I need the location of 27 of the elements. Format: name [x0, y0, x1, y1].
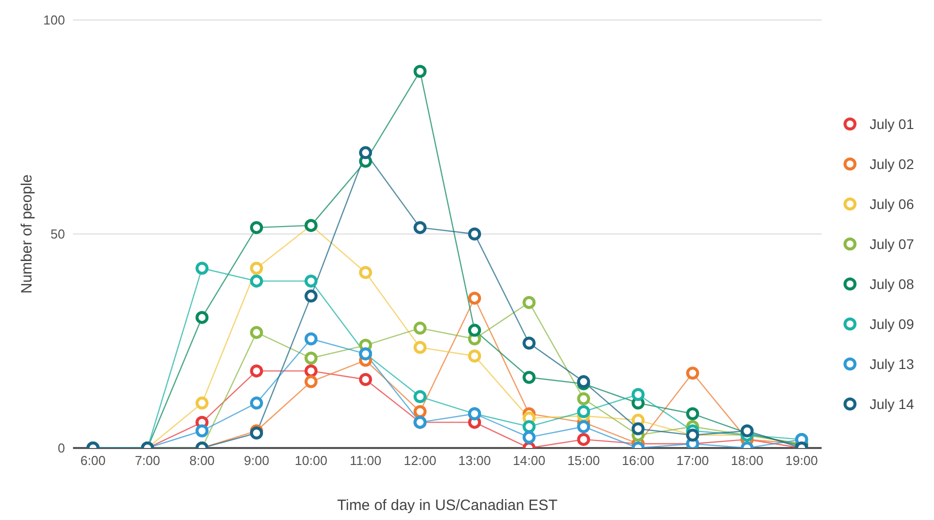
- legend-label: July 14: [870, 396, 914, 412]
- x-tick-label: 13:00: [458, 453, 491, 468]
- legend-label: July 06: [870, 196, 914, 212]
- x-tick-label: 12:00: [404, 453, 436, 468]
- y-tick-label: 100: [43, 12, 65, 28]
- y-tick-label: 0: [58, 440, 65, 456]
- x-tick-label: 11:00: [350, 453, 382, 468]
- x-tick-label: 7:00: [134, 453, 160, 468]
- x-tick-label: 18:00: [730, 453, 764, 468]
- x-tick-label: 8:00: [189, 453, 215, 468]
- x-tick-label: 6:00: [80, 453, 106, 468]
- x-tick-label: 16:00: [622, 453, 654, 468]
- legend-label: July 08: [870, 276, 914, 292]
- x-tick-label: 10:00: [294, 453, 328, 468]
- legend-label: July 02: [870, 156, 914, 172]
- x-tick-label: 15:00: [567, 453, 600, 468]
- legend-label: July 09: [870, 316, 914, 332]
- y-axis-title: Number of people: [18, 174, 36, 294]
- x-tick-label: 19:00: [785, 453, 818, 468]
- x-tick-label: 14:00: [512, 453, 546, 468]
- y-tick-label: 50: [50, 226, 65, 242]
- x-tick-label: 9:00: [244, 453, 270, 468]
- legend-label: July 13: [870, 356, 914, 372]
- x-axis-title: Time of day in US/Canadian EST: [337, 497, 558, 514]
- x-tick-label: 17:00: [676, 453, 709, 468]
- legend-label: July 01: [870, 116, 914, 132]
- legend-label: July 07: [870, 236, 914, 252]
